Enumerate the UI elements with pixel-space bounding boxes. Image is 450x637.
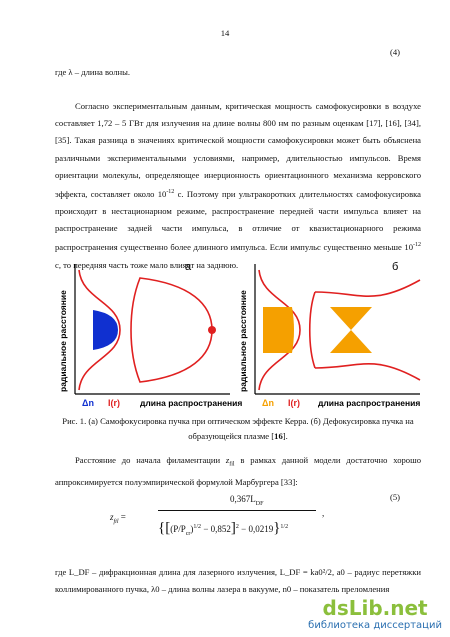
figure: а радиальное расстояние Δn I(r) длина ра… <box>58 261 421 408</box>
legend-ir: I(r) <box>288 398 300 408</box>
brand: dsLib.net <box>322 596 428 620</box>
legend-dn: Δn <box>262 398 274 408</box>
x-axis-label: длина распространения <box>140 398 242 408</box>
panel-label: а <box>185 261 192 273</box>
exponent: 1/2 <box>193 524 202 530</box>
paragraph: Согласно экспериментальным данным, крити… <box>55 98 421 274</box>
reference: 16 <box>274 431 283 441</box>
fraction-bar <box>158 510 316 511</box>
subscript: DF <box>255 500 264 507</box>
superscript: -12 <box>413 242 421 249</box>
text: − 0,0219 <box>241 524 274 534</box>
subscript: fil <box>229 461 235 468</box>
text: в рамках данной модели достаточно хорошо… <box>55 455 422 487</box>
paragraph: где λ – длина волны. <box>55 67 131 77</box>
superscript: -12 <box>166 189 175 196</box>
exponent: 2 <box>235 524 239 530</box>
watermark: dsLib.net библиотека диссертаций <box>308 596 442 631</box>
denominator: {[(P/Pcr)1/2 − 0,852]2 − 0,0219}1/2 <box>158 520 289 537</box>
x-axis-label: длина распространения <box>318 398 420 408</box>
beam <box>314 279 421 297</box>
beam <box>130 277 213 383</box>
index-profile <box>263 307 294 353</box>
comma: , <box>322 508 325 518</box>
index-profile <box>93 310 118 350</box>
text: ]. <box>282 431 288 441</box>
text: (P/P <box>170 524 186 534</box>
y-axis-label: радиальное расстояние <box>58 290 68 392</box>
text: с, то передняя часть тоже мало влияет на… <box>55 259 239 270</box>
equation-number: (5) <box>390 492 401 502</box>
equation-number: (4) <box>390 47 401 57</box>
var: z <box>110 512 114 522</box>
text: ) <box>190 524 194 534</box>
text: 0,367L <box>230 494 256 504</box>
panel-label: б <box>392 261 398 273</box>
text: с. Поэтому при ультракоротких длительнос… <box>55 188 421 253</box>
focus <box>208 326 216 334</box>
text: Расстояние до начала филаментации <box>75 455 226 465</box>
subscript: cr <box>185 530 191 537</box>
tagline: библиотека диссертаций <box>308 620 442 631</box>
y-axis-label: радиальное расстояние <box>238 290 248 392</box>
caption: Рис. 1. (а) Самофокусировка пучка при оп… <box>55 414 421 444</box>
paragraph: Расстояние до начала филаментации zfil в… <box>55 452 421 491</box>
equals: = <box>120 512 126 522</box>
exponent: 1/2 <box>280 524 289 530</box>
lhs: zfil = <box>110 512 126 525</box>
text: − 0,852 <box>203 524 231 534</box>
legend-dn: Δn <box>82 398 94 408</box>
beam <box>309 291 316 369</box>
text: Согласно экспериментальным данным, крити… <box>55 101 421 199</box>
legend-ir: I(r) <box>108 398 120 408</box>
formula: zfil = 0,367LDF , {[(P/Pcr)1/2 − 0,852]2… <box>110 494 410 554</box>
beam <box>314 363 421 381</box>
plasma <box>330 307 372 353</box>
paragraph: где L_DF – дифракционная длина для лазер… <box>55 567 421 595</box>
subscript: fil <box>113 518 119 525</box>
intensity-curve <box>78 269 121 391</box>
page-number: 14 <box>220 28 230 38</box>
numerator: 0,367LDF <box>230 494 263 507</box>
var: z <box>225 455 230 465</box>
intensity-curve <box>258 269 301 391</box>
text: Рис. 1. (а) Самофокусировка пучка при оп… <box>62 416 414 441</box>
